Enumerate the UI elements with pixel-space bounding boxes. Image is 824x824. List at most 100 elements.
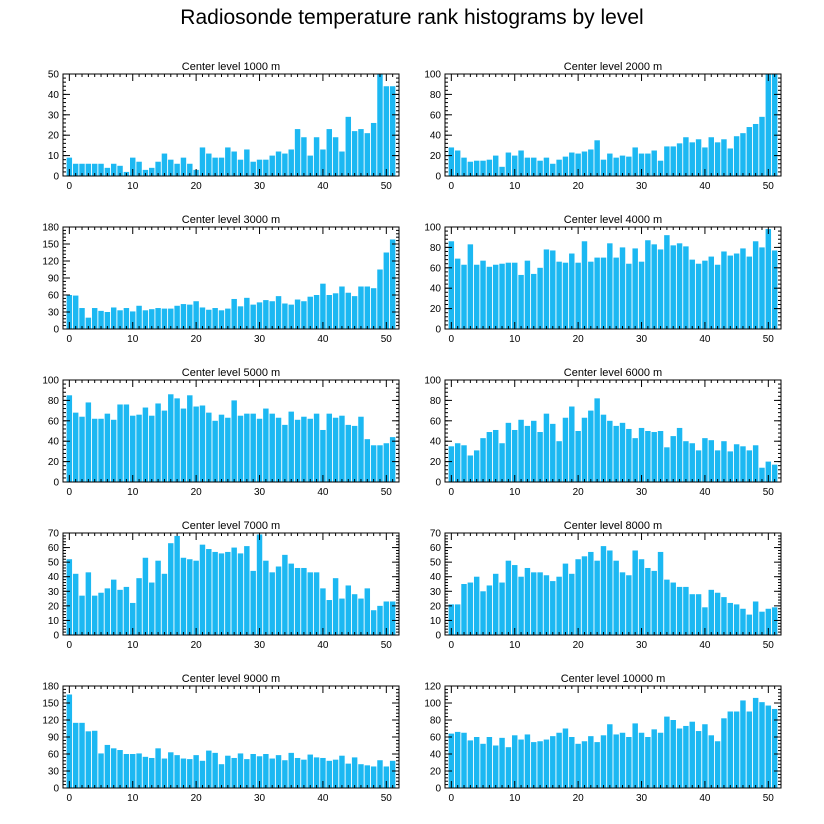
bar [765,705,772,788]
y-tick-label: 60 [430,263,442,274]
bar [664,447,670,482]
bar [155,161,161,176]
bar [364,439,371,482]
bar [689,443,695,482]
bar [524,425,531,482]
bar [142,557,149,635]
y-tick-label: 100 [424,699,441,710]
bar [550,423,556,482]
x-tick-label: 30 [254,181,266,192]
bar [759,611,765,635]
bar [231,547,237,635]
panel-9: Center level 9000 m 0 10 20 30 40 50 0 30 60 90 120… [42,673,400,804]
y-tick-label: 80 [48,396,60,407]
bar [288,411,294,482]
bar [193,301,199,329]
bar [518,150,524,176]
y-tick-label: 10 [48,616,60,627]
bar [85,731,92,788]
y-tick-label: 30 [48,308,60,319]
x-tick-label: 10 [509,640,521,651]
bar [683,137,689,176]
bar [461,157,467,176]
bar [467,244,474,329]
x-tick-label: 40 [317,793,329,804]
bar [683,246,689,329]
bar [467,582,474,635]
x-tick-label: 50 [381,640,393,651]
x-tick-label: 30 [254,487,266,498]
bar [746,256,753,329]
bar [556,261,562,329]
bar [104,167,111,176]
bar [765,74,772,176]
y-tick-label: 60 [48,416,60,427]
bar [377,445,383,482]
x-tick-label: 10 [127,793,139,804]
bar [155,308,161,329]
bar [492,155,499,176]
bar [187,304,193,329]
bar [676,586,683,635]
bar [689,142,695,176]
bar [740,700,746,788]
y-tick-label: 30 [48,110,60,121]
y-tick-label: 70 [48,529,60,540]
bar [752,697,759,788]
bar [149,582,155,635]
bar [670,245,676,329]
bar [448,604,455,635]
bar [588,736,594,788]
bar [759,116,765,176]
x-tick-label: 40 [317,181,329,192]
bar [771,464,778,482]
bar [161,153,168,176]
bar [85,317,92,329]
bar [282,153,288,176]
bar [332,417,339,482]
bar [320,588,326,635]
y-tick-label: 70 [430,529,442,540]
y-tick-label: 30 [48,767,60,778]
bar [389,239,396,329]
bar [575,153,581,176]
bar [448,241,455,329]
x-tick-label: 0 [67,487,73,498]
bar [161,758,168,788]
bar [543,413,550,482]
bar [231,757,237,788]
x-tick-label: 10 [509,793,521,804]
bar [358,129,364,176]
bar [638,427,645,482]
bar [676,243,683,329]
x-tick-label: 50 [763,334,775,345]
bar [695,731,702,788]
bar [110,748,117,788]
bar [619,247,626,329]
bar [117,750,123,788]
bar [651,244,657,329]
bar [358,598,364,635]
bar [364,765,371,788]
x-tick-label: 10 [127,181,139,192]
bar [301,137,307,176]
plot-frame [62,379,400,483]
bar [174,535,180,635]
bar [727,711,734,788]
bar [657,732,664,788]
x-tick-label: 10 [509,334,521,345]
bar [358,286,364,329]
panel-title: Center level 8000 m [564,520,662,532]
bar [383,443,390,482]
bar [562,728,569,788]
bar [632,248,638,329]
bar [225,551,231,635]
panel-4: Center level 4000 m 0 10 20 30 40 50 0 20 40 60 80 1… [424,214,782,345]
bar [721,441,727,482]
panel-title: Center level 2000 m [564,61,662,73]
bar [499,166,505,176]
x-tick-label: 20 [191,640,203,651]
bar [377,760,383,788]
bar [206,412,212,482]
bar [180,758,187,788]
